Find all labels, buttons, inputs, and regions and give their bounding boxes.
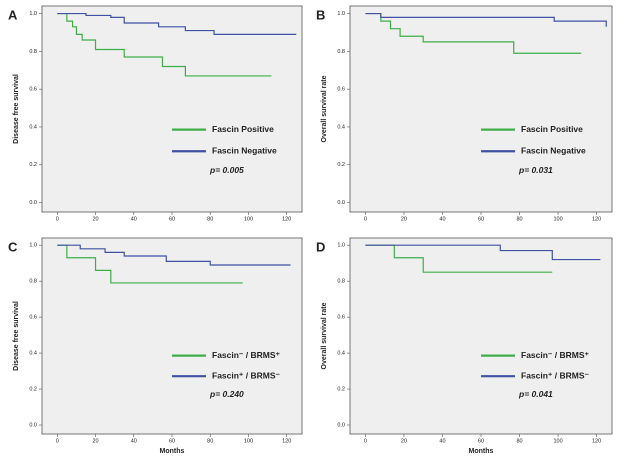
y-axis-label: Disease free survival <box>13 74 20 144</box>
x-tick-label: 0 <box>56 216 59 222</box>
x-tick-label: 40 <box>439 438 445 444</box>
x-tick-label: 40 <box>439 216 445 222</box>
panel: D 0.0 0.2 0.4 0.6 0.8 1.0 0 20 40 60 80 100 120 Overal… <box>316 237 613 455</box>
y-tick-label: 0.8 <box>337 279 345 285</box>
y-tick-label: 0.2 <box>29 386 37 392</box>
y-tick-label: 0.4 <box>29 124 37 130</box>
y-axis-label: Disease free survival <box>13 301 20 371</box>
panel-label: C <box>8 239 18 254</box>
y-tick-label: 0.6 <box>337 87 345 93</box>
survival-curve <box>57 12 297 35</box>
x-tick-label: 120 <box>592 438 601 444</box>
legend-label: Fascin Negative <box>521 145 586 155</box>
x-tick-label: 120 <box>282 438 291 444</box>
x-tick-label: 60 <box>169 438 175 444</box>
plot-area <box>41 237 303 435</box>
plot-area <box>41 5 303 213</box>
p-value: p= 0.240 <box>209 389 244 399</box>
x-tick-label: 20 <box>92 216 98 222</box>
y-axis-label: Overall survival rate <box>321 302 328 369</box>
x-tick-label: 100 <box>244 438 253 444</box>
x-tick-label: 0 <box>364 216 367 222</box>
survival-curve <box>365 244 601 261</box>
y-tick-label: 0.2 <box>337 386 345 392</box>
y-tick-label: 0.6 <box>337 315 345 321</box>
x-tick-label: 120 <box>282 216 291 222</box>
y-tick-label: 0.4 <box>337 351 345 357</box>
legend-label: Fascin⁻ / BRMS⁺ <box>212 350 281 360</box>
y-tick-label: 0.2 <box>29 162 37 168</box>
y-tick-label: 0.0 <box>337 422 345 428</box>
panel: C 0.0 0.2 0.4 0.6 0.8 1.0 0 20 40 60 80 100 120 Diseas… <box>8 237 303 455</box>
y-tick-label: 1.0 <box>337 243 345 249</box>
y-tick-label: 0.0 <box>337 200 345 206</box>
x-tick-label: 80 <box>516 438 522 444</box>
y-tick-label: 0.8 <box>337 49 345 55</box>
y-tick-label: 0.2 <box>337 162 345 168</box>
survival-curve <box>57 244 291 266</box>
panel-label: D <box>316 239 325 254</box>
x-tick-label: 100 <box>553 438 562 444</box>
plot-area <box>349 237 613 435</box>
x-tick-label: 20 <box>401 438 407 444</box>
y-tick-label: 1.0 <box>29 243 37 249</box>
panel: B 0.0 0.2 0.4 0.6 0.8 1.0 0 20 40 60 80 100 120 Overal… <box>316 5 613 222</box>
legend-label: Fascin⁻ / BRMS⁺ <box>521 350 590 360</box>
legend-label: Fascin⁺ / BRMS⁻ <box>521 370 590 380</box>
x-tick-label: 60 <box>478 216 484 222</box>
x-tick-label: 0 <box>56 438 59 444</box>
x-tick-label: 80 <box>516 216 522 222</box>
y-tick-label: 0.8 <box>29 49 37 55</box>
legend-label: Fascin Negative <box>212 145 277 155</box>
survival-curve <box>365 12 607 27</box>
x-tick-label: 80 <box>207 438 213 444</box>
panel-label: B <box>316 7 325 22</box>
legend-label: Fascin Positive <box>521 124 583 134</box>
x-tick-label: 120 <box>592 216 601 222</box>
x-tick-label: 80 <box>207 216 213 222</box>
x-tick-label: 0 <box>364 438 367 444</box>
plot-area <box>349 5 613 213</box>
x-tick-label: 100 <box>553 216 562 222</box>
x-tick-label: 40 <box>131 216 137 222</box>
x-axis-label: Months <box>160 448 185 455</box>
panel-label: A <box>8 7 18 22</box>
legend-label: Fascin Positive <box>212 124 274 134</box>
x-tick-label: 40 <box>131 438 137 444</box>
x-tick-label: 60 <box>478 438 484 444</box>
p-value: p= 0.041 <box>518 389 553 399</box>
survival-curve <box>57 244 243 284</box>
panel: A 0.0 0.2 0.4 0.6 0.8 1.0 0 20 40 60 80 100 120 Diseas… <box>8 5 303 222</box>
y-tick-label: 0.4 <box>29 351 37 357</box>
y-tick-label: 0.0 <box>29 422 37 428</box>
y-tick-label: 1.0 <box>337 11 345 17</box>
p-value: p= 0.005 <box>209 165 244 175</box>
y-tick-label: 0.6 <box>29 87 37 93</box>
x-tick-label: 20 <box>92 438 98 444</box>
y-tick-label: 1.0 <box>29 11 37 17</box>
y-tick-label: 0.0 <box>29 200 37 206</box>
legend-label: Fascin⁺ / BRMS⁻ <box>212 370 281 380</box>
y-tick-label: 0.8 <box>29 279 37 285</box>
x-tick-label: 100 <box>244 216 253 222</box>
survival-curve <box>57 12 272 77</box>
x-tick-label: 60 <box>169 216 175 222</box>
p-value: p= 0.031 <box>518 165 553 175</box>
survival-curve <box>365 12 582 54</box>
x-axis-label: Months <box>469 448 494 455</box>
x-tick-label: 20 <box>401 216 407 222</box>
y-tick-label: 0.4 <box>337 124 345 130</box>
y-tick-label: 0.6 <box>29 315 37 321</box>
y-axis-label: Overall survival rate <box>321 75 328 142</box>
